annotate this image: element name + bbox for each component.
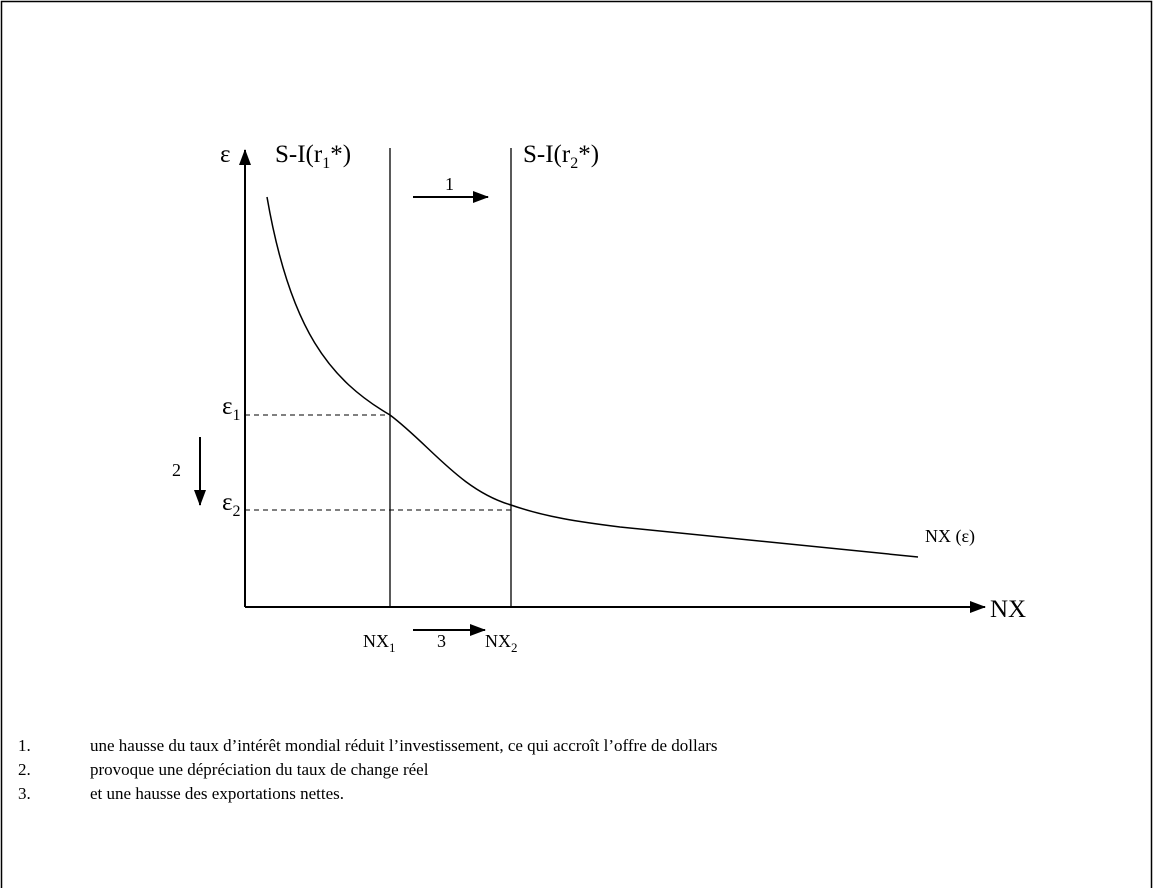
label-main: S-I(r (275, 141, 323, 168)
curve-label: NX (ε) (925, 526, 975, 547)
line2-label: S-I(r2*) (523, 141, 599, 172)
note-text: une hausse du taux d’intérêt mondial réd… (90, 736, 718, 755)
label-main: NX (485, 631, 511, 651)
eps1-label: ε1 (222, 393, 241, 424)
label-sub: 2 (511, 640, 518, 655)
nx-curve (266, 196, 919, 558)
arrow-3-label: 3 (437, 631, 446, 651)
eps2-label: ε2 (222, 489, 241, 520)
arrow-1-label: 1 (445, 174, 454, 194)
label-sub: 2 (233, 503, 241, 520)
label-sub: 2 (570, 155, 578, 172)
arrow-2-label: 2 (172, 460, 181, 480)
label-tail: *) (578, 141, 599, 168)
x-axis-label: NX (990, 596, 1026, 623)
label-tail: *) (330, 141, 351, 168)
note-text: provoque une dépréciation du taux de cha… (90, 760, 429, 779)
note-number: 1. (18, 736, 31, 755)
line1-label: S-I(r1*) (275, 141, 351, 172)
nx2-label: NX2 (485, 631, 518, 655)
y-axis-label: ε (220, 141, 231, 168)
label-main: NX (363, 631, 389, 651)
label-main: ε (222, 489, 233, 516)
label-main: S-I(r (523, 141, 571, 168)
nx1-label: NX1 (363, 631, 396, 655)
note-number: 2. (18, 760, 31, 779)
label-sub: 1 (389, 640, 396, 655)
label-sub: 1 (322, 155, 330, 172)
note-number: 3. (18, 784, 31, 803)
label-main: ε (222, 393, 233, 420)
label-sub: 1 (233, 407, 241, 424)
note-text: et une hausse des exportations nettes. (90, 784, 344, 803)
